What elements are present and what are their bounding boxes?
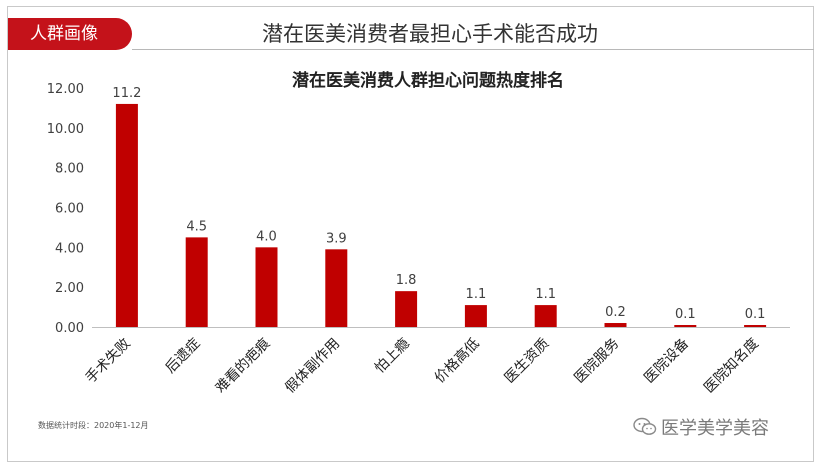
x-tick-label: 难看的疤痕: [213, 336, 274, 397]
chart-title: 潜在医美消费人群担心问题热度排名: [292, 70, 564, 91]
x-tick-label: 医院服务: [571, 336, 622, 387]
x-tick-label: 价格高低: [431, 335, 483, 387]
section-tag: 人群画像: [8, 18, 132, 50]
y-tick-label: 0.00: [55, 321, 84, 336]
y-tick-label: 12.00: [47, 82, 84, 97]
x-tick-label: 怕上瘾: [371, 335, 413, 377]
bar: [115, 103, 138, 327]
wechat-icon: [633, 417, 657, 435]
data-label: 1.1: [466, 287, 487, 302]
x-tick-label: 后遗症: [163, 336, 204, 377]
data-label: 11.2: [112, 86, 141, 101]
x-tick-label: 假体副作用: [282, 336, 343, 397]
x-tick-label: 医院设备: [641, 335, 693, 387]
y-tick-label: 6.00: [55, 202, 84, 217]
data-label: 1.8: [396, 273, 417, 288]
bar: [534, 305, 557, 327]
bar: [325, 249, 348, 327]
bar: [255, 247, 278, 327]
data-label: 4.0: [256, 229, 277, 244]
watermark-text: 医学美学美容: [661, 418, 769, 439]
page-title: 潜在医美消费者最担心手术能否成功: [262, 22, 598, 46]
y-tick-label: 2.00: [55, 281, 84, 296]
bar: [744, 325, 767, 327]
bar: [464, 305, 487, 327]
x-tick-label: 医院知名度: [700, 335, 762, 397]
header-divider: [132, 49, 814, 50]
data-label: 3.9: [326, 231, 347, 246]
data-label: 4.5: [186, 219, 207, 234]
bar: [185, 237, 208, 327]
data-label: 0.1: [675, 307, 696, 322]
bar: [395, 291, 418, 327]
data-label: 0.1: [745, 307, 766, 322]
data-label: 0.2: [605, 305, 626, 320]
bar: [604, 323, 627, 327]
x-tick-label: 手术失败: [83, 336, 134, 387]
watermark: 医学美学美容: [633, 414, 769, 440]
y-tick-label: 10.00: [47, 122, 84, 137]
data-period-note: 数据统计时段：2020年1-12月: [38, 421, 149, 430]
x-tick-label: 医生资质: [502, 336, 553, 387]
y-tick-label: 8.00: [55, 162, 84, 177]
y-tick-label: 4.00: [55, 241, 84, 256]
bar: [674, 325, 697, 327]
data-label: 1.1: [535, 287, 556, 302]
slide-frame: [7, 6, 814, 462]
